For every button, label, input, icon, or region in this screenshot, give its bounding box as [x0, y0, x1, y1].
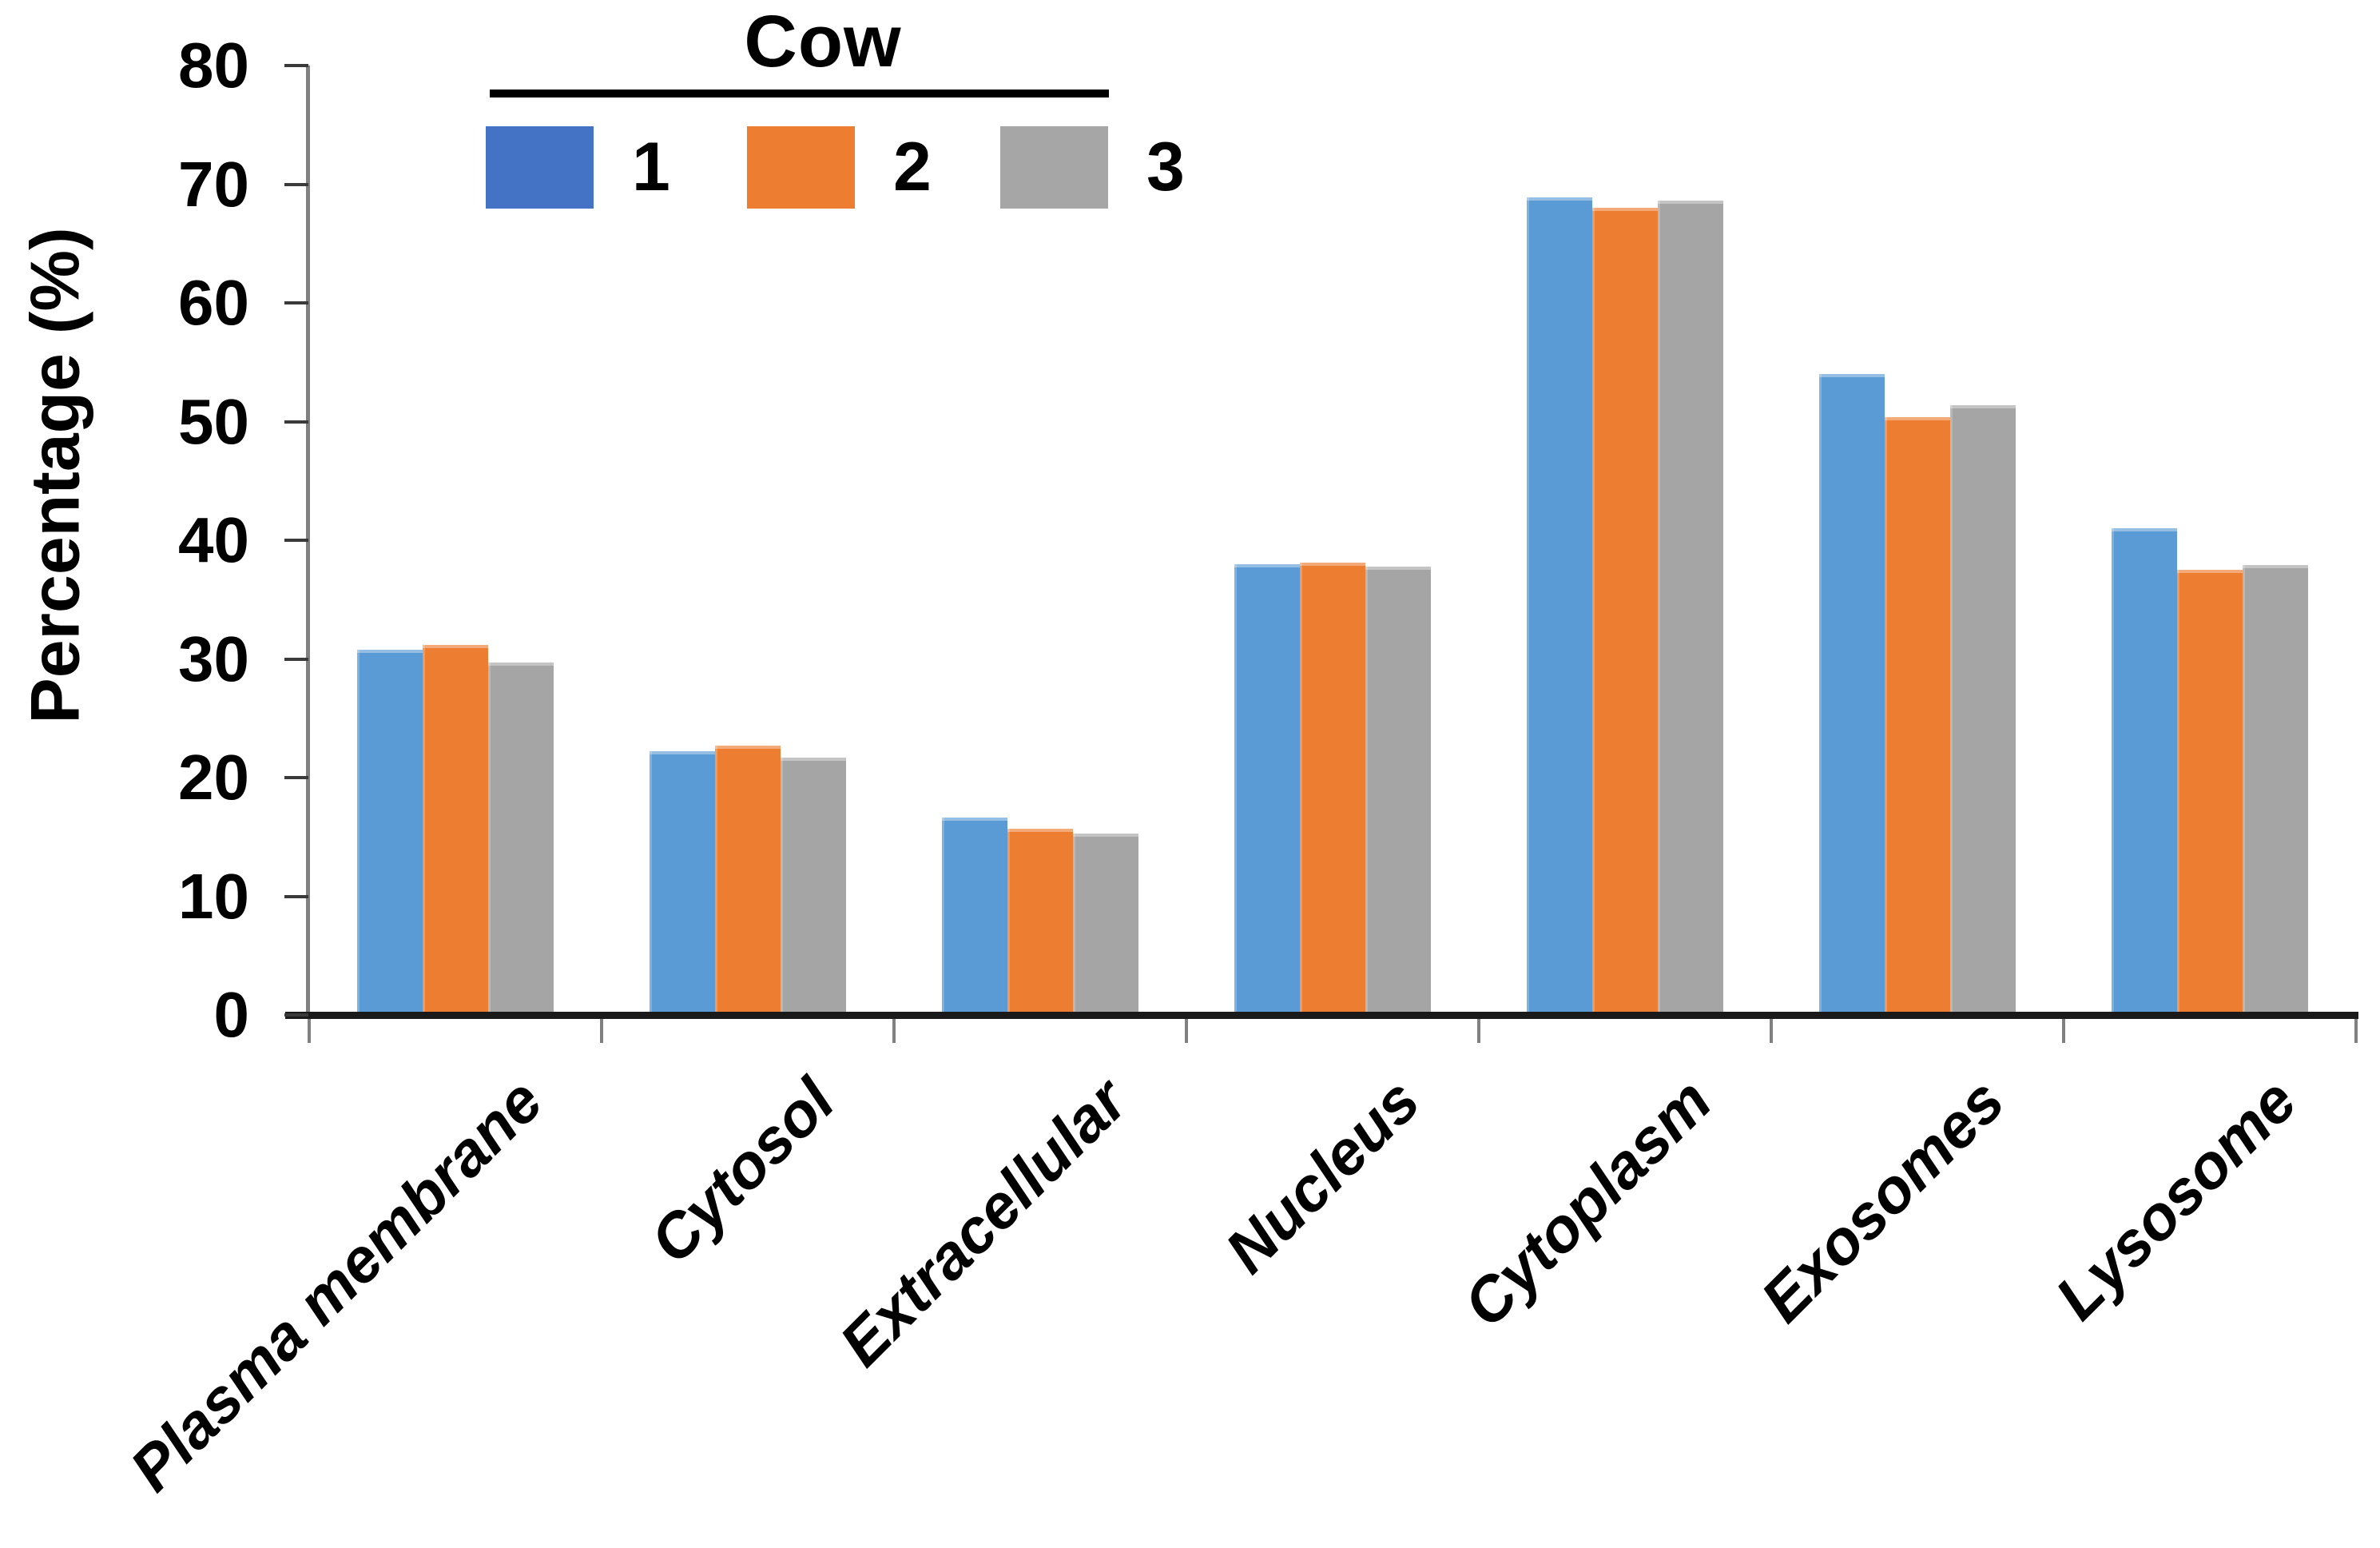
bar-lysosome-series-1	[2112, 528, 2177, 1015]
bar-cytosol-series-2	[715, 745, 781, 1015]
bar-extracellular-series-1	[942, 818, 1007, 1015]
legend-label-1: 1	[632, 129, 670, 205]
bar-plasma-membrane-series-3	[488, 662, 554, 1015]
y-axis-title: Percentage (%)	[17, 227, 94, 724]
x-axis-label-lysosome: Lysosome	[2041, 1064, 2310, 1333]
y-axis-line	[306, 66, 310, 1018]
y-axis-tick-70	[284, 182, 308, 186]
y-axis-tick-50	[284, 420, 308, 424]
bar-exosomes-series-3	[1950, 404, 2016, 1015]
bar-nucleus-series-3	[1365, 566, 1431, 1015]
y-axis-tick-80	[284, 64, 308, 67]
y-axis-tick-label-40: 40	[178, 504, 249, 575]
y-axis-tick-20	[284, 776, 308, 779]
bar-cytoplasm-series-2	[1592, 208, 1658, 1015]
bar-exosomes-series-2	[1885, 416, 1950, 1015]
legend-title: Cow	[744, 1, 902, 82]
x-axis-tick-6	[2062, 1019, 2065, 1043]
x-axis-line	[285, 1012, 2358, 1019]
bar-exosomes-series-1	[1819, 374, 1885, 1015]
y-axis-tick-30	[284, 657, 308, 661]
y-axis-tick-label-50: 50	[178, 385, 249, 457]
y-axis-tick-label-80: 80	[178, 30, 249, 101]
y-axis-tick-0	[284, 1013, 308, 1017]
bar-cytosol-series-3	[781, 757, 846, 1015]
x-axis-label-extracellular: Extracellular	[825, 1064, 1140, 1380]
y-axis-tick-40	[284, 539, 308, 542]
x-axis-tick-5	[1770, 1019, 1773, 1043]
bar-extracellular-series-2	[1007, 828, 1073, 1015]
x-axis-tick-3	[1185, 1019, 1188, 1043]
y-axis-tick-label-10: 10	[178, 860, 249, 932]
bar-lysosome-series-3	[2243, 565, 2308, 1015]
legend-underline	[490, 90, 1109, 97]
bar-plasma-membrane-series-1	[357, 649, 423, 1015]
bar-nucleus-series-1	[1234, 563, 1300, 1015]
bar-lysosome-series-2	[2177, 570, 2243, 1015]
x-axis-label-cytosol: Cytosol	[636, 1064, 848, 1277]
x-axis-label-plasma-membrane: Plasma membrane	[116, 1064, 555, 1505]
bar-cytoplasm-series-3	[1658, 201, 1723, 1015]
x-axis-tick-1	[600, 1019, 603, 1043]
x-axis-label-cytoplasm: Cytoplasm	[1449, 1064, 1725, 1340]
legend-swatch-3	[1000, 126, 1108, 209]
y-axis-tick-label-60: 60	[178, 267, 249, 338]
y-axis-tick-label-70: 70	[178, 148, 249, 220]
bar-nucleus-series-2	[1300, 563, 1365, 1015]
bar-cytosol-series-1	[650, 751, 715, 1015]
y-axis-tick-label-30: 30	[178, 623, 249, 694]
x-axis-label-exosomes: Exosomes	[1746, 1064, 2017, 1335]
bar-cytoplasm-series-1	[1527, 197, 1592, 1015]
x-axis-label-nucleus: Nucleus	[1211, 1064, 1432, 1287]
y-axis-tick-60	[284, 301, 308, 304]
bar-plasma-membrane-series-2	[423, 644, 488, 1015]
y-axis-tick-label-0: 0	[213, 979, 250, 1050]
y-axis-tick-label-20: 20	[178, 742, 249, 813]
bar-extracellular-series-3	[1073, 833, 1138, 1015]
legend-swatch-2	[747, 126, 855, 209]
legend-label-2: 2	[893, 129, 932, 205]
x-axis-tick-4	[1477, 1019, 1480, 1043]
legend-label-3: 3	[1146, 129, 1185, 205]
y-axis-tick-10	[284, 894, 308, 898]
x-axis-tick-0	[308, 1019, 311, 1043]
x-axis-tick-7	[2354, 1019, 2358, 1043]
legend-swatch-1	[486, 126, 594, 209]
x-axis-tick-2	[892, 1019, 896, 1043]
